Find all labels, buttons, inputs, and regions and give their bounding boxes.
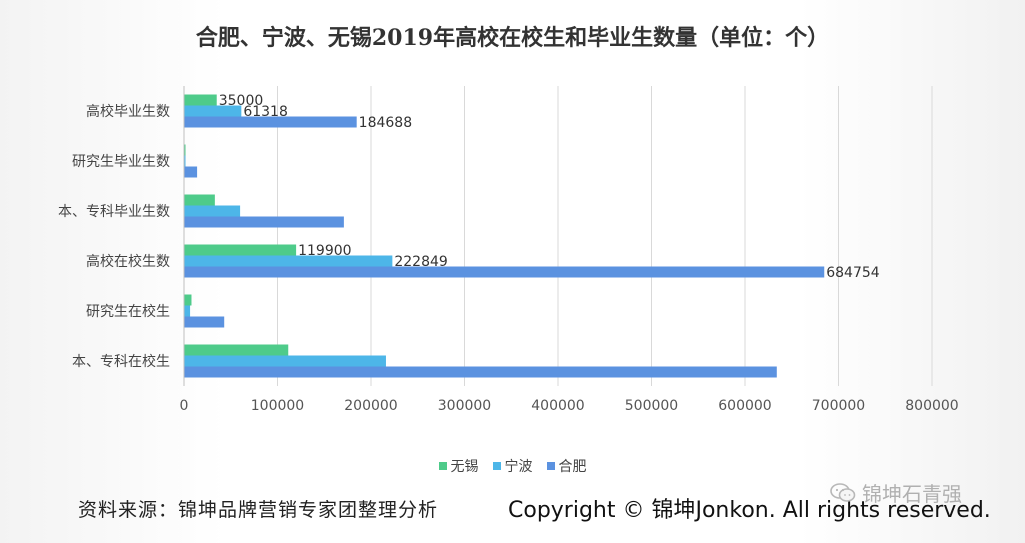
data-label: 35000	[219, 93, 264, 109]
x-tick-label: 700000	[812, 398, 865, 414]
bar	[184, 244, 297, 256]
y-category-label: 研究生毕业生数	[72, 154, 170, 170]
data-label: 184688	[359, 115, 412, 131]
bar	[184, 144, 186, 156]
x-tick-label: 400000	[531, 398, 584, 414]
bar	[184, 166, 198, 178]
x-tick-label: 600000	[718, 398, 771, 414]
bar	[184, 266, 825, 278]
legend-label-wuxi: 无锡	[450, 459, 479, 475]
watermark: 锦坤石青强	[830, 478, 962, 507]
watermark-text: 锦坤石青强	[862, 482, 962, 506]
bar	[184, 305, 191, 317]
x-tick-label: 300000	[438, 398, 491, 414]
legend-swatch-wuxi	[438, 462, 447, 470]
data-label: 222849	[394, 254, 447, 270]
legend-swatch-ningbo	[492, 462, 501, 470]
bar	[184, 155, 186, 167]
bar	[184, 205, 241, 217]
x-tick-label: 500000	[625, 398, 678, 414]
y-category-label: 本、专科在校生	[72, 353, 170, 370]
bar	[184, 94, 217, 106]
data-label: 61318	[243, 104, 288, 120]
legend-item-hefei: 合肥	[546, 456, 587, 476]
legend-item-wuxi: 无锡	[438, 456, 479, 476]
y-category-label: 高校在校生数	[86, 253, 170, 270]
chart-legend: 无锡 宁波 合肥	[0, 456, 1025, 476]
data-label: 684754	[826, 265, 880, 281]
x-tick-label: 100000	[251, 398, 304, 414]
chart-title: 合肥、宁波、无锡2019年高校在校生和毕业生数量（单位：个）	[195, 25, 830, 51]
x-tick-label: 800000	[905, 398, 958, 414]
wechat-icon	[830, 482, 856, 502]
bar	[184, 255, 393, 267]
bar	[184, 366, 777, 378]
source-note: 资料来源：锦坤品牌营销专家团整理分析	[78, 499, 439, 521]
bar	[184, 344, 289, 356]
legend-item-ningbo: 宁波	[492, 456, 533, 476]
bar	[184, 216, 344, 228]
bar	[184, 316, 225, 328]
bar	[184, 294, 192, 306]
copyright-notice: Copyright © 锦坤Jonkon. All rights reserve…	[508, 498, 991, 523]
bar	[184, 194, 215, 206]
y-category-label: 研究生在校生	[86, 303, 170, 320]
y-category-label: 高校毕业生数	[86, 103, 170, 120]
bar	[184, 355, 386, 367]
bar	[184, 116, 357, 128]
bar	[184, 105, 242, 117]
y-category-label: 本、专科毕业生数	[58, 204, 170, 220]
legend-label-ningbo: 宁波	[504, 459, 533, 475]
data-label: 119900	[298, 243, 351, 259]
legend-label-hefei: 合肥	[558, 459, 587, 475]
x-tick-label: 200000	[344, 398, 397, 414]
legend-swatch-hefei	[546, 462, 555, 470]
x-tick-label: 0	[180, 398, 189, 414]
